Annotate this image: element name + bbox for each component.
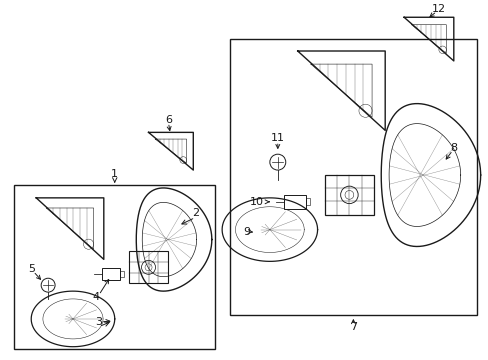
Text: 10: 10 — [249, 197, 264, 207]
Text: 7: 7 — [349, 322, 356, 332]
Bar — [14, 185, 215, 349]
Text: 4: 4 — [92, 292, 99, 302]
Text: 9: 9 — [243, 226, 250, 237]
Bar — [128, 251, 168, 283]
Bar — [324, 175, 373, 215]
Bar — [120, 271, 123, 277]
Text: 5: 5 — [28, 264, 35, 274]
Text: 11: 11 — [270, 133, 284, 143]
Text: 6: 6 — [164, 116, 172, 126]
Bar — [283, 195, 305, 209]
Bar — [230, 39, 476, 315]
Bar — [305, 198, 309, 205]
Text: 3: 3 — [95, 317, 102, 327]
Text: 12: 12 — [431, 4, 445, 14]
Text: 8: 8 — [449, 143, 456, 153]
Bar — [102, 268, 120, 280]
Text: 1: 1 — [111, 169, 118, 179]
Text: 2: 2 — [191, 208, 199, 218]
